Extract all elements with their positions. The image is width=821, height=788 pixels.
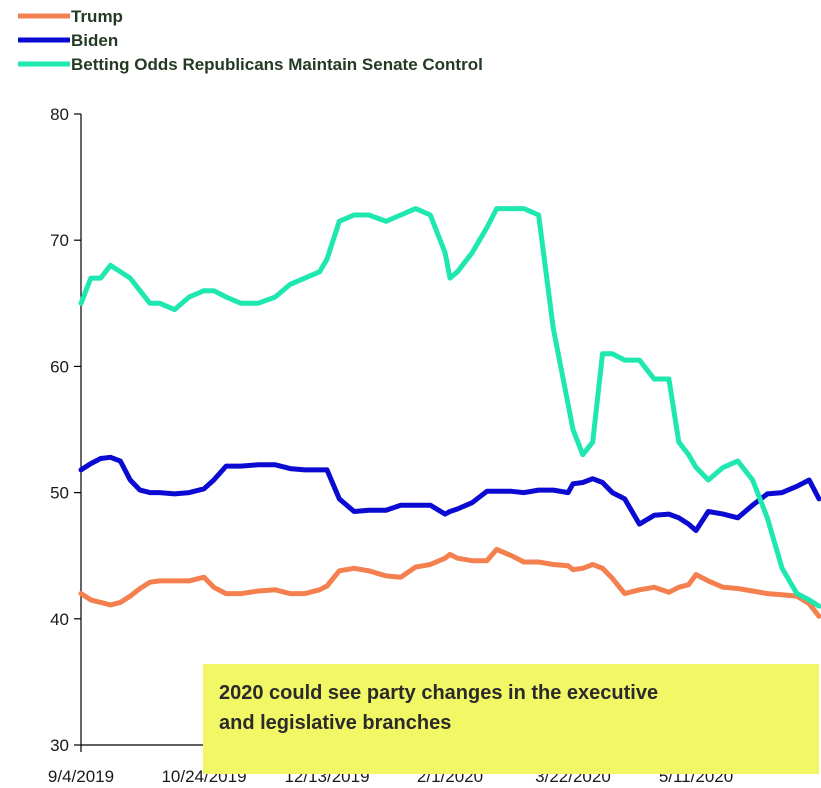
series-line-biden xyxy=(78,454,821,533)
legend-label-senate: Betting Odds Republicans Maintain Senate… xyxy=(71,55,483,74)
y-tick-label: 40 xyxy=(50,610,69,629)
y-tick-label: 80 xyxy=(50,105,69,124)
series-line-trump xyxy=(78,546,821,619)
legend: Trump Biden Betting Odds Republicans Mai… xyxy=(18,7,483,74)
legend-label-trump: Trump xyxy=(71,7,123,26)
x-tick-label: 9/4/2019 xyxy=(48,767,114,786)
legend-label-biden: Biden xyxy=(71,31,118,50)
annotation-box: 2020 could see party changes in the exec… xyxy=(203,664,819,774)
series-line-senate-odds xyxy=(78,206,821,609)
y-tick-label: 30 xyxy=(50,736,69,755)
y-tick-label: 70 xyxy=(50,231,69,250)
y-tick-label: 60 xyxy=(50,357,69,376)
y-axis-ticks: 30 40 50 60 70 80 xyxy=(50,105,81,755)
annotation-line-2: and legislative branches xyxy=(219,712,452,734)
y-tick-label: 50 xyxy=(50,484,69,503)
series-layer xyxy=(78,206,821,619)
annotation-line-1: 2020 could see party changes in the exec… xyxy=(219,682,659,704)
